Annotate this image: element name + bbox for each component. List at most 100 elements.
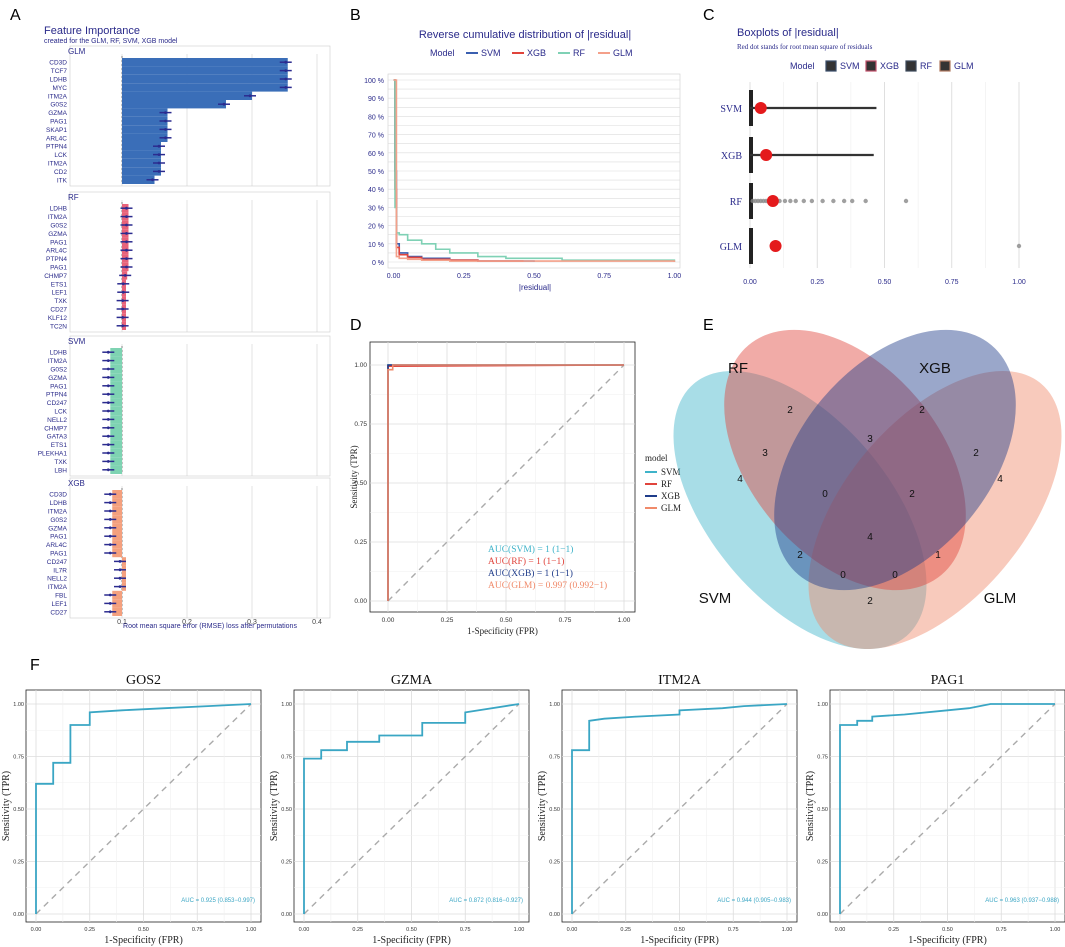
a-feature-label: IL7R (53, 567, 67, 574)
f-auc-itm2a: AUC = 0.944 (0.905−0.983) (717, 898, 791, 904)
a-bar-SVM-TXK (110, 457, 122, 466)
c-xtick-label: 1.00 (1012, 279, 1026, 286)
c-legend-label-glm: GLM (954, 61, 974, 71)
e-count-rf_glm: 1 (935, 550, 941, 561)
a-bar-GLM-LDHB (122, 74, 288, 84)
a-point (125, 206, 128, 210)
c-outlier-rf (850, 198, 855, 204)
d-xtick-label: 0.00 (382, 617, 395, 624)
a-bar-XGB-LEF1 (112, 599, 122, 608)
a-feature-label: ARL4C (46, 542, 67, 549)
c-outlier-rf (820, 198, 825, 204)
a-feature-label: PAG1 (50, 534, 67, 541)
a-point (106, 451, 110, 455)
panel-f-plot: GOS2 0.00 0.25 0.50 0.75 1.00 0.00 0.25 0.50 0.75… (1, 673, 1065, 946)
a-bar-GLM-ITM2A (122, 91, 252, 100)
a-point (106, 376, 110, 379)
b-ytick-label: 0 % (372, 260, 384, 267)
a-point (118, 560, 122, 563)
b-legend-label-rf: RF (573, 48, 585, 58)
a-feature-label: LCK (54, 409, 67, 416)
f-ytick-label: 0.00 (281, 912, 292, 918)
a-point (108, 543, 112, 546)
a-feature-label: ETS1 (51, 281, 68, 288)
a-point (121, 324, 124, 328)
a-bar-XGB-ITM2A (112, 506, 122, 516)
a-point (164, 119, 167, 123)
c-xtick-label: 0.50 (878, 279, 892, 286)
f-ytick-label: 1.00 (281, 702, 292, 708)
d-legend-label-svm: SVM (661, 467, 681, 477)
f-xlabel: 1-Specificity (FPR) (104, 935, 183, 946)
a-bar-SVM-CD247 (110, 398, 122, 407)
f-ytick-label: 0.75 (13, 755, 24, 761)
e-set-rf (724, 329, 966, 591)
f-xtick-label: 0.75 (460, 927, 471, 933)
d-roc-glm (387, 364, 624, 601)
a-point (106, 384, 110, 388)
a-feature-label: FBL (55, 593, 67, 600)
d-frame (369, 341, 636, 613)
f-ytick-label: 1.00 (13, 702, 24, 708)
panel-letter-d: D (350, 317, 362, 334)
e-set-glm (808, 370, 1062, 650)
d-legend-title: model (645, 453, 668, 463)
panel-c-subtitle: Red dot stands for root mean square of r… (737, 43, 873, 51)
a-bar-SVM-G0S2 (110, 364, 122, 374)
f-xtick-label: 0.00 (835, 927, 846, 933)
c-outlier-rf (801, 198, 806, 204)
b-ytick-label: 10 % (368, 242, 384, 249)
a-bar-GLM-CD3D (122, 58, 288, 67)
f-auc-gzma: AUC = 0.872 (0.816−0.927) (449, 898, 523, 904)
a-bar-GLM-MYC (122, 83, 288, 92)
a-feature-label: CHMP7 (44, 425, 67, 432)
a-point (248, 94, 252, 98)
e-set-label-xgb: XGB (919, 360, 951, 377)
f-xtick-label: 0.50 (942, 927, 953, 933)
e-count-svm_glm: 0 (840, 570, 846, 581)
panel-letter-b: B (350, 7, 361, 24)
panel-a-subtitle: created for the GLM, RF, SVM, XGB model (44, 38, 178, 45)
a-feature-label: ITM2A (48, 584, 68, 591)
c-category-label: GLM (720, 242, 742, 253)
c-outlier-rf (788, 198, 793, 204)
a-feature-label: ITM2A (48, 93, 68, 100)
b-ytick-label: 90 % (368, 96, 384, 103)
a-point (164, 111, 167, 114)
e-set-xgb (774, 329, 1016, 591)
a-point (157, 170, 161, 173)
e-count-svm_xgb_center: 2 (797, 550, 803, 561)
a-feature-label: LBH (54, 467, 67, 474)
b-xtick-label: 0.25 (457, 273, 471, 280)
f-xlabel: 1-Specificity (FPR) (372, 935, 451, 946)
b-legend-label-glm: GLM (613, 48, 633, 58)
a-bar-XGB-CD3D (112, 490, 122, 499)
a-point (108, 518, 112, 521)
a-feature-label: GATA3 (47, 434, 68, 441)
f-title-pag1: PAG1 (931, 673, 965, 688)
f-ytick-label: 0.50 (549, 807, 560, 813)
a-bar-GLM-PAG1 (122, 116, 168, 126)
f-xtick-label: 1.00 (782, 927, 793, 933)
c-rmse-dot-svm (754, 102, 767, 114)
b-ytick-label: 70 % (368, 133, 384, 140)
c-outlier-glm (1016, 243, 1022, 249)
d-ytick-label: 0.75 (354, 421, 367, 428)
f-xtick-label: 0.25 (352, 927, 363, 933)
a-point (106, 426, 110, 430)
a-point (121, 282, 125, 286)
a-point (125, 248, 128, 252)
f-xtick-label: 0.75 (728, 927, 739, 933)
f-roc-gos2 (35, 703, 252, 914)
e-count-rf_svm_glm: 0 (892, 570, 898, 581)
d-legend-label-rf: RF (661, 479, 672, 489)
f-ytick-label: 0.50 (13, 807, 24, 813)
f-ytick-label: 0.00 (549, 912, 560, 918)
panel-b-plot: 0 % 10 % 20 % 30 % 40 % 50 % 60 % 70 % 80 % 90 % 1… (364, 48, 681, 280)
a-point (284, 69, 288, 72)
a-feature-label: LDHB (50, 77, 67, 84)
a-point (121, 290, 125, 294)
d-ytick-label: 0.25 (354, 539, 367, 546)
a-feature-label: NELL2 (47, 417, 67, 424)
d-auc-label: AUC(SVM) = 1 (1−1) (488, 544, 573, 555)
